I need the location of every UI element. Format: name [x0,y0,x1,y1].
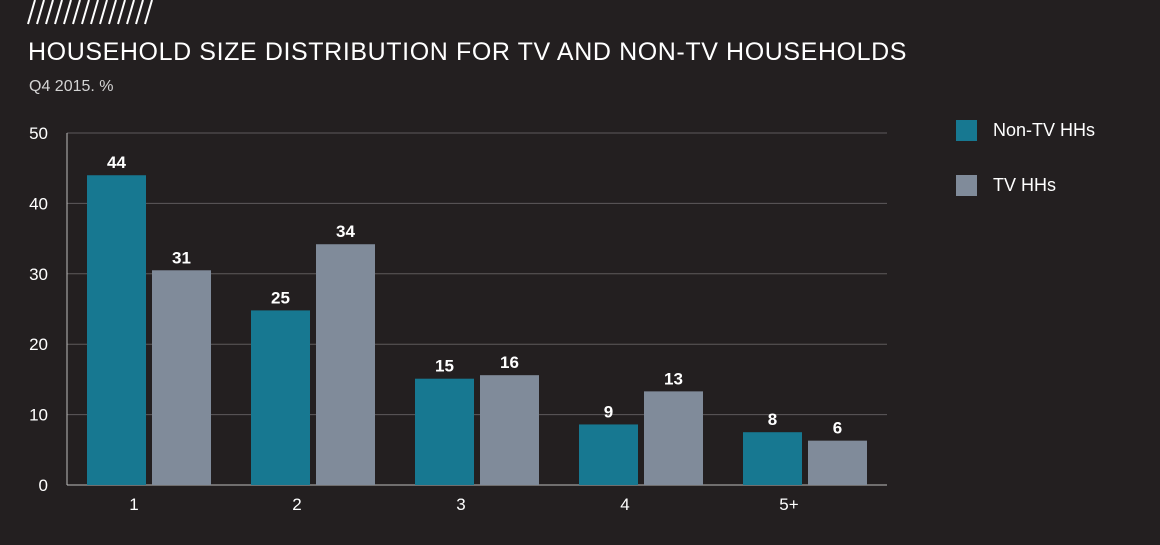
data-label-non-tv: 8 [768,410,777,429]
data-label-non-tv: 25 [271,288,290,307]
bar-non-tv [87,175,146,486]
stripe [27,0,36,25]
x-tick-label: 4 [620,495,629,514]
y-tick-label: 40 [29,194,48,213]
x-tick-label: 2 [292,495,301,514]
stripe [135,0,144,25]
x-tick-label: 5+ [779,495,798,514]
bar-non-tv [579,424,638,485]
stripe [54,0,63,25]
data-label-tv: 16 [500,353,519,372]
decorative-stripes [27,0,153,25]
y-tick-label: 10 [29,406,48,425]
x-tick-label: 3 [456,495,465,514]
bar-tv [644,391,703,485]
chart-title: HOUSEHOLD SIZE DISTRIBUTION FOR TV AND N… [28,38,908,66]
stripe [45,0,54,25]
y-tick-label: 50 [29,124,48,143]
data-label-tv: 34 [336,222,355,241]
chart-subtitle: Q4 2015. % [29,78,114,95]
data-label-non-tv: 9 [604,402,613,421]
bar-chart: 0 10 20 30 40 50 44 31 1 25 34 2 15 16 3 9 13 4 8 6 5+ [29,124,887,514]
data-label-non-tv: 44 [107,153,126,172]
y-tick-label: 20 [29,335,48,354]
x-tick-label: 1 [129,495,138,514]
bar-tv [152,270,211,485]
data-label-tv: 13 [664,369,683,388]
bar-tv [808,440,867,485]
stripe [81,0,90,25]
stripe [90,0,99,25]
bar-tv [480,375,539,485]
legend-swatch-tv [956,175,977,196]
stripe [72,0,81,25]
legend-item-non-tv: Non-TV HHs [956,120,1156,142]
stripe [117,0,126,25]
legend-item-tv: TV HHs [956,175,1156,197]
y-tick-label: 30 [29,265,48,284]
stripe [126,0,135,25]
data-label-tv: 6 [833,419,842,438]
legend-label-tv: TV HHs [993,175,1056,195]
legend-swatch-non-tv [956,120,977,141]
y-tick-label: 0 [39,476,48,495]
bar-non-tv [743,432,802,485]
stripe [108,0,117,25]
stripe [63,0,72,25]
legend-label-non-tv: Non-TV HHs [993,120,1096,140]
data-label-non-tv: 15 [435,357,454,376]
stripe [36,0,45,25]
bar-non-tv [415,378,474,485]
stripe [144,0,153,25]
data-label-tv: 31 [172,248,191,267]
bar-tv [316,244,375,485]
stripe [99,0,108,25]
bar-non-tv [251,310,310,485]
